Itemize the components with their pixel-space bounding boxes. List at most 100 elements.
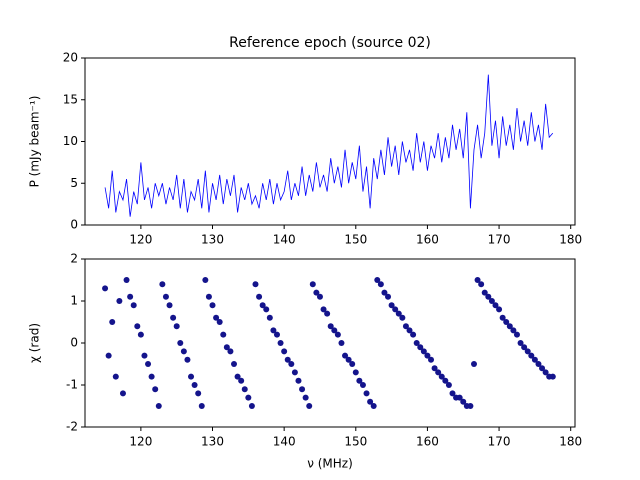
data-point: [152, 386, 159, 393]
data-point: [524, 348, 531, 355]
data-point: [320, 306, 327, 313]
x-tick-label: 150: [344, 233, 367, 247]
data-point: [245, 394, 252, 401]
data-point: [248, 403, 255, 409]
data-point: [238, 377, 245, 384]
y-tick-label: -2: [66, 420, 78, 434]
data-point: [531, 356, 538, 363]
data-point: [388, 302, 395, 309]
data-point: [216, 319, 223, 325]
data-point: [234, 373, 241, 380]
data-point: [231, 361, 238, 367]
data-point: [377, 281, 384, 288]
data-point: [259, 302, 266, 309]
data-point: [148, 373, 155, 380]
data-point: [517, 340, 524, 346]
data-point: [474, 277, 481, 283]
data-point: [428, 356, 435, 363]
data-point: [535, 361, 542, 367]
x-tick-label: 150: [344, 435, 367, 449]
data-point: [220, 331, 227, 338]
data-point: [478, 281, 485, 288]
x-tick-label: 170: [488, 233, 511, 247]
y-tick-label: 1: [70, 294, 78, 308]
data-point: [281, 348, 288, 355]
data-point: [349, 361, 356, 367]
data-point: [327, 323, 334, 330]
data-point: [363, 390, 370, 397]
data-point: [109, 319, 116, 325]
x-tick-label: 160: [416, 435, 439, 449]
y-tick-label: 5: [70, 176, 78, 190]
data-point: [385, 293, 392, 300]
x-tick-label: 170: [488, 435, 511, 449]
data-point: [345, 356, 352, 363]
data-point: [413, 340, 420, 346]
data-point: [513, 331, 520, 338]
x-axis-label: ν (MHz): [307, 457, 353, 471]
data-point: [528, 352, 535, 359]
data-point: [177, 340, 184, 346]
data-point: [420, 348, 427, 355]
data-point: [367, 398, 374, 405]
data-point: [424, 352, 431, 359]
data-point: [227, 348, 234, 355]
x-tick-label: 180: [559, 233, 582, 247]
data-point: [438, 373, 445, 380]
data-point: [352, 369, 359, 376]
y-tick-label: 2: [70, 252, 78, 266]
data-point: [316, 293, 323, 300]
data-point: [116, 298, 123, 304]
data-point: [123, 277, 130, 283]
x-tick-label: 160: [416, 233, 439, 247]
data-point: [410, 331, 417, 338]
data-point: [119, 390, 126, 397]
data-point: [256, 293, 263, 300]
data-point: [445, 382, 452, 388]
data-point: [342, 352, 349, 359]
data-point: [162, 293, 169, 300]
data-point: [381, 289, 388, 296]
data-point: [288, 361, 295, 367]
data-point: [170, 314, 177, 321]
data-point: [295, 377, 302, 384]
data-point: [442, 377, 449, 384]
data-point: [521, 344, 528, 351]
data-point: [266, 314, 273, 321]
x-tick-label: 140: [273, 435, 296, 449]
y-axis-label: χ (rad): [28, 323, 42, 363]
data-point: [506, 323, 513, 330]
data-point: [112, 373, 119, 380]
y-tick-label: 15: [63, 92, 78, 106]
data-point: [417, 344, 424, 351]
data-point: [291, 369, 298, 376]
data-point: [359, 382, 366, 388]
data-point: [481, 289, 488, 296]
data-point: [195, 390, 202, 397]
data-point: [127, 293, 134, 300]
data-point: [277, 340, 284, 346]
data-point: [134, 323, 141, 330]
data-point: [449, 390, 456, 397]
data-point: [356, 377, 363, 384]
data-point: [338, 340, 345, 346]
data-point: [205, 293, 212, 300]
data-point: [105, 352, 112, 359]
data-point: [159, 281, 166, 288]
data-point: [488, 298, 495, 304]
x-tick-label: 140: [273, 233, 296, 247]
data-point: [184, 356, 191, 363]
data-point: [141, 352, 148, 359]
data-point: [223, 344, 230, 351]
data-point: [284, 356, 291, 363]
data-point: [374, 277, 381, 283]
data-point: [470, 361, 477, 367]
data-point: [510, 327, 517, 334]
data-point: [213, 314, 220, 321]
data-point: [313, 289, 320, 296]
data-point: [273, 331, 280, 338]
data-point: [499, 314, 506, 321]
data-point: [402, 323, 409, 330]
